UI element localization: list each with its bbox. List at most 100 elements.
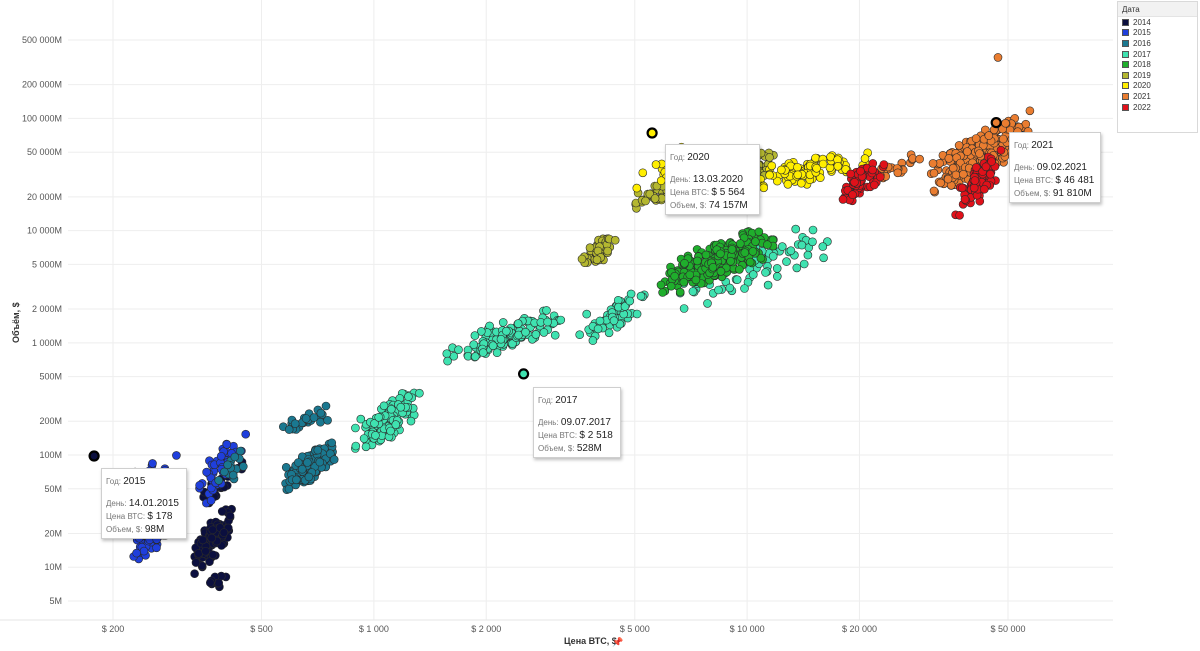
data-point-2018[interactable]	[762, 240, 772, 249]
data-point-2018[interactable]	[691, 275, 701, 285]
data-point-2017[interactable]	[593, 324, 603, 334]
data-point-2016[interactable]	[321, 401, 331, 411]
data-point-2016[interactable]	[323, 415, 332, 425]
data-point-2016[interactable]	[239, 462, 248, 471]
data-point-2016[interactable]	[214, 476, 223, 485]
data-point-2022[interactable]	[856, 166, 865, 176]
data-point-2022[interactable]	[838, 195, 848, 204]
data-point-2022[interactable]	[970, 176, 980, 185]
data-point-2019[interactable]	[641, 196, 650, 206]
data-point-2020[interactable]	[772, 176, 782, 186]
data-point-2016[interactable]	[220, 467, 229, 477]
data-point-2018[interactable]	[754, 227, 764, 237]
data-point-2015[interactable]	[206, 496, 216, 505]
data-point-2018[interactable]	[679, 277, 689, 287]
data-point-2017[interactable]	[386, 404, 396, 414]
data-point-2016[interactable]	[304, 472, 314, 482]
legend-item-2021[interactable]: 2021	[1118, 91, 1197, 102]
data-point-2018[interactable]	[708, 262, 718, 272]
data-point-2017[interactable]	[351, 441, 361, 451]
data-point-outlier[interactable]	[993, 53, 1003, 62]
data-point-2017[interactable]	[374, 412, 384, 422]
data-point-2016[interactable]	[315, 457, 325, 467]
data-point-2015[interactable]	[202, 467, 211, 477]
data-point-2017[interactable]	[521, 327, 530, 337]
data-point-2016[interactable]	[284, 425, 294, 434]
data-point-2017[interactable]	[703, 299, 712, 308]
data-point-2017[interactable]	[761, 268, 770, 277]
data-point-2014[interactable]	[206, 578, 215, 588]
data-point-2017[interactable]	[740, 284, 749, 293]
legend-items[interactable]: 2014 2015 2016 2017 2018 2019 2020 2021 2022	[1118, 17, 1197, 112]
data-point-2017[interactable]	[620, 302, 630, 311]
data-point-2021[interactable]	[975, 149, 984, 158]
data-point-2017[interactable]	[604, 328, 614, 338]
data-point-2019[interactable]	[592, 255, 602, 265]
data-point-2017[interactable]	[625, 296, 635, 306]
data-point-2018[interactable]	[693, 256, 702, 266]
data-point-2017[interactable]	[351, 423, 360, 433]
data-point-2020[interactable]	[767, 161, 777, 171]
data-point-2016[interactable]	[291, 475, 301, 485]
data-point-2017[interactable]	[786, 246, 796, 255]
data-point-2017[interactable]	[442, 349, 452, 359]
data-point-2021[interactable]	[944, 154, 954, 163]
data-point-2017[interactable]	[797, 240, 807, 250]
data-point-2014[interactable]	[207, 533, 216, 543]
data-point-2021[interactable]	[1001, 118, 1010, 128]
data-point-2017[interactable]	[391, 420, 401, 429]
data-point-2018[interactable]	[727, 245, 737, 254]
data-point-2018[interactable]	[670, 271, 680, 281]
data-point-2017[interactable]	[539, 328, 549, 337]
data-point-2021[interactable]	[1025, 106, 1035, 116]
legend-item-2019[interactable]: 2019	[1118, 70, 1197, 81]
data-point-2017[interactable]	[406, 416, 416, 426]
data-point-2016[interactable]	[223, 460, 232, 470]
data-point-2017[interactable]	[772, 264, 782, 273]
data-point-2017[interactable]	[498, 318, 508, 327]
data-point-2021[interactable]	[954, 141, 964, 150]
data-point-2018[interactable]	[751, 237, 760, 246]
data-point-2017[interactable]	[476, 327, 486, 336]
data-point-2020[interactable]	[860, 154, 870, 163]
data-point-2017[interactable]	[819, 253, 828, 263]
data-point-2016[interactable]	[228, 470, 238, 480]
data-point-2017[interactable]	[356, 414, 366, 424]
data-point-2020[interactable]	[765, 170, 774, 180]
data-point-2020[interactable]	[638, 168, 648, 178]
data-point-2022[interactable]	[960, 195, 970, 204]
data-point-2017[interactable]	[496, 334, 506, 344]
data-point-2021[interactable]	[929, 186, 939, 196]
data-point-2017[interactable]	[636, 291, 646, 301]
data-point-2014[interactable]	[208, 525, 217, 535]
data-point-2017[interactable]	[688, 287, 698, 296]
data-point-2017[interactable]	[443, 356, 452, 366]
data-point-2018[interactable]	[735, 265, 744, 274]
data-point-2022[interactable]	[875, 172, 885, 182]
data-point-2018[interactable]	[748, 247, 758, 256]
data-point-2018[interactable]	[666, 281, 676, 291]
data-point-2017[interactable]	[772, 272, 782, 281]
data-point-2017[interactable]	[679, 304, 689, 313]
data-point-2017[interactable]	[488, 341, 498, 351]
data-point-2018[interactable]	[656, 280, 666, 290]
data-point-2018[interactable]	[735, 239, 745, 248]
data-point-2017[interactable]	[542, 306, 551, 315]
data-point-2021[interactable]	[929, 168, 939, 178]
data-point-2017[interactable]	[732, 275, 742, 285]
data-point-2017[interactable]	[404, 392, 413, 401]
data-point-2017[interactable]	[508, 339, 517, 349]
data-point-2020[interactable]	[818, 159, 828, 169]
data-point-2015[interactable]	[222, 440, 232, 449]
data-point-2016[interactable]	[297, 464, 307, 474]
data-point-2017[interactable]	[595, 316, 605, 326]
data-point-2017[interactable]	[415, 388, 424, 398]
legend-item-2016[interactable]: 2016	[1118, 38, 1197, 49]
data-point-2016[interactable]	[325, 449, 335, 459]
data-point-2017[interactable]	[582, 309, 592, 319]
data-point-2021[interactable]	[971, 134, 981, 143]
data-point-2021[interactable]	[893, 168, 903, 178]
data-point-2015[interactable]	[139, 546, 149, 556]
legend-item-2020[interactable]: 2020	[1118, 81, 1197, 92]
data-points[interactable]	[88, 53, 1035, 592]
